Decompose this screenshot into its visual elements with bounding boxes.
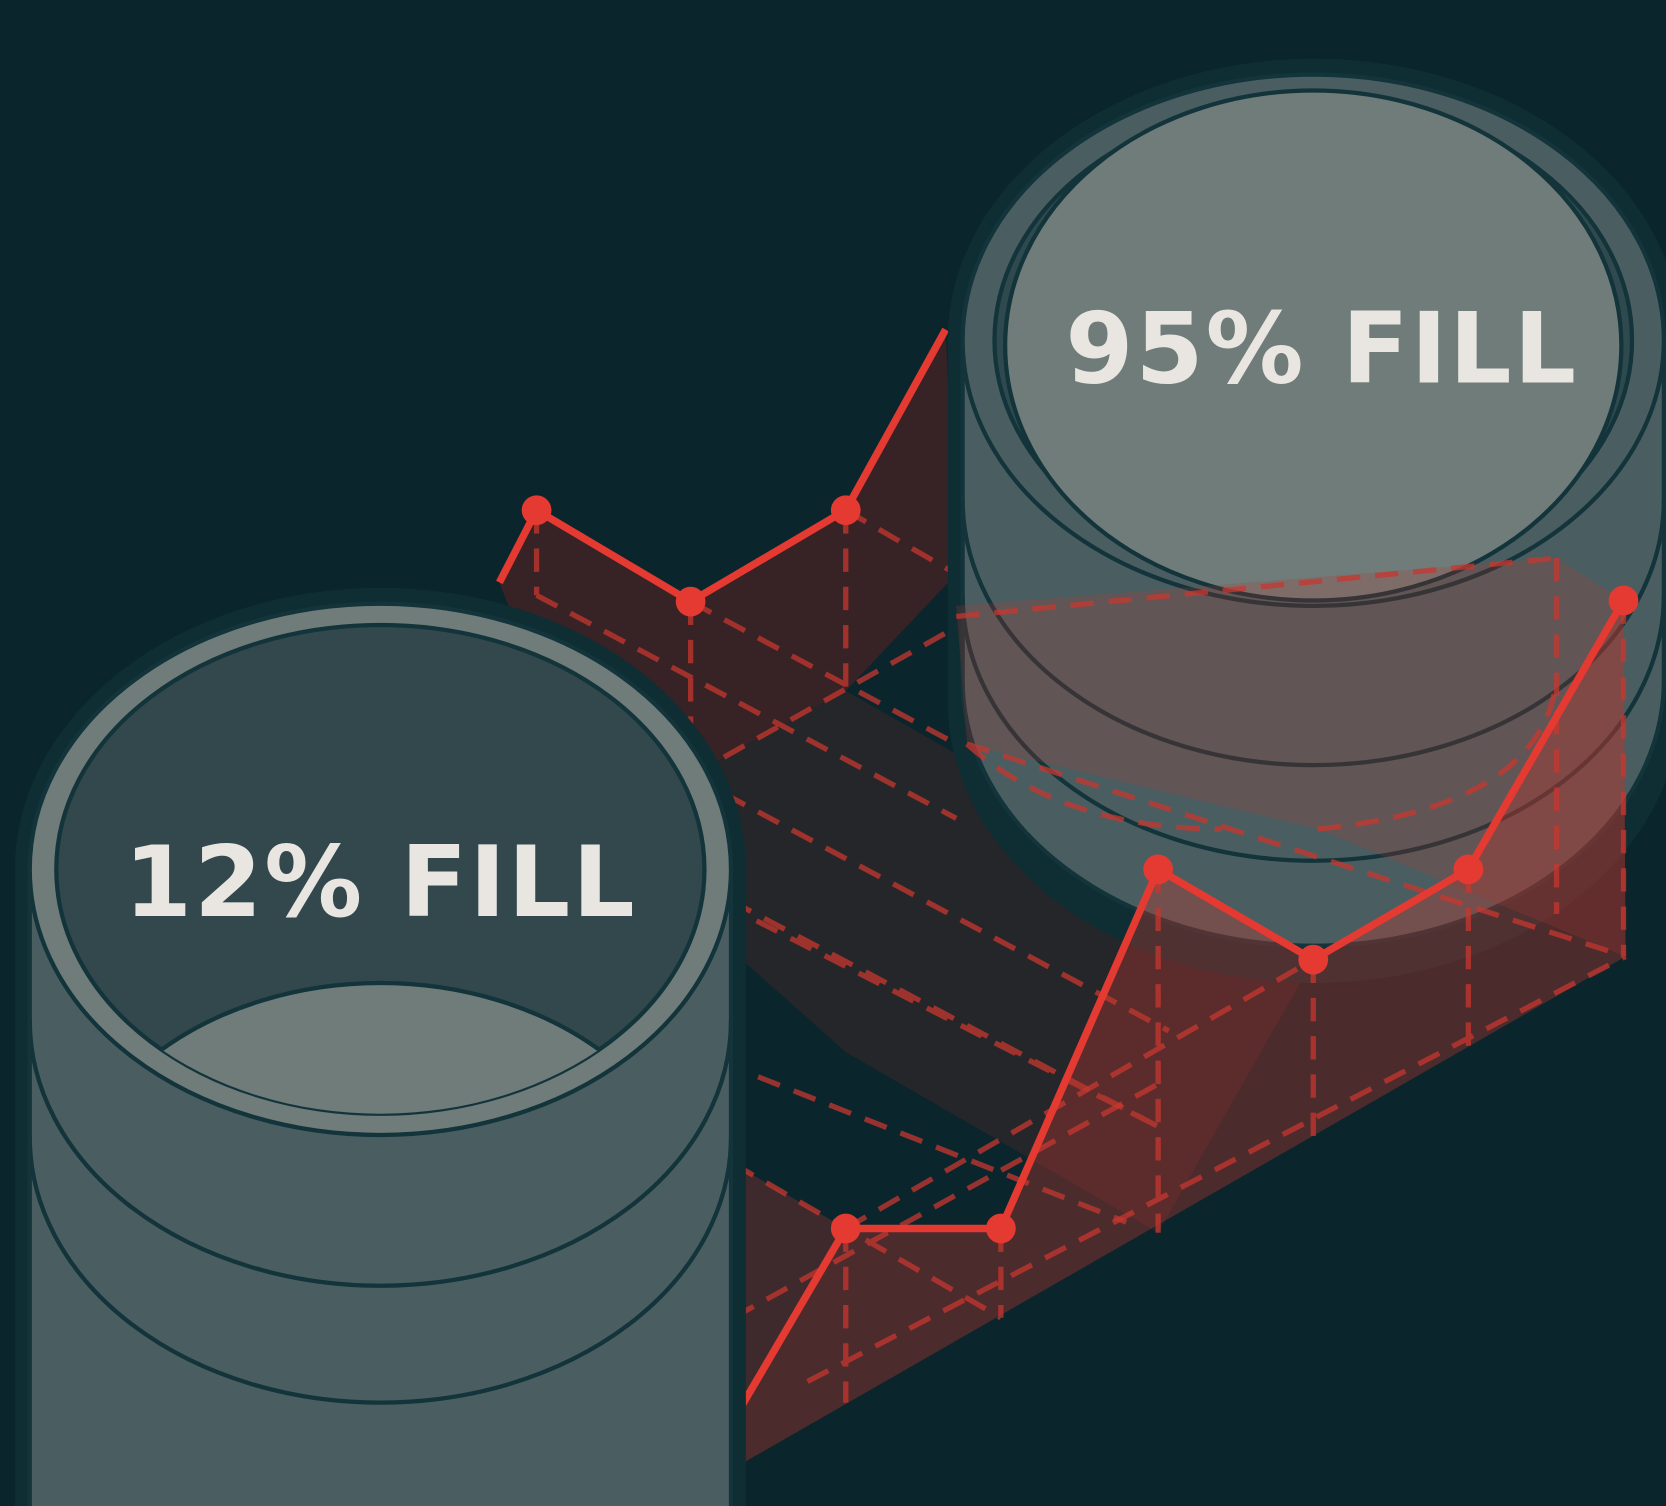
point: [830, 495, 861, 526]
fill-label: 12% FILL: [124, 826, 637, 940]
point: [1298, 944, 1329, 975]
point: [1608, 585, 1639, 616]
point: [830, 1213, 861, 1244]
front-back-area: [956, 558, 1626, 957]
point: [675, 586, 706, 617]
point: [1453, 854, 1484, 885]
cylinder-left: 12% FILL: [14, 587, 746, 1506]
fill-label: 95% FILL: [1065, 293, 1578, 407]
cylinder-right: 95% FILL: [947, 58, 1666, 983]
cylinder-fill: [1003, 88, 1624, 603]
grid-dashes: [533, 507, 1170, 1225]
point: [1143, 854, 1173, 885]
cylinder-bands: [27, 1020, 734, 1405]
point: [521, 495, 552, 526]
point: [986, 1213, 1016, 1244]
floor-area: [595, 690, 1314, 1233]
